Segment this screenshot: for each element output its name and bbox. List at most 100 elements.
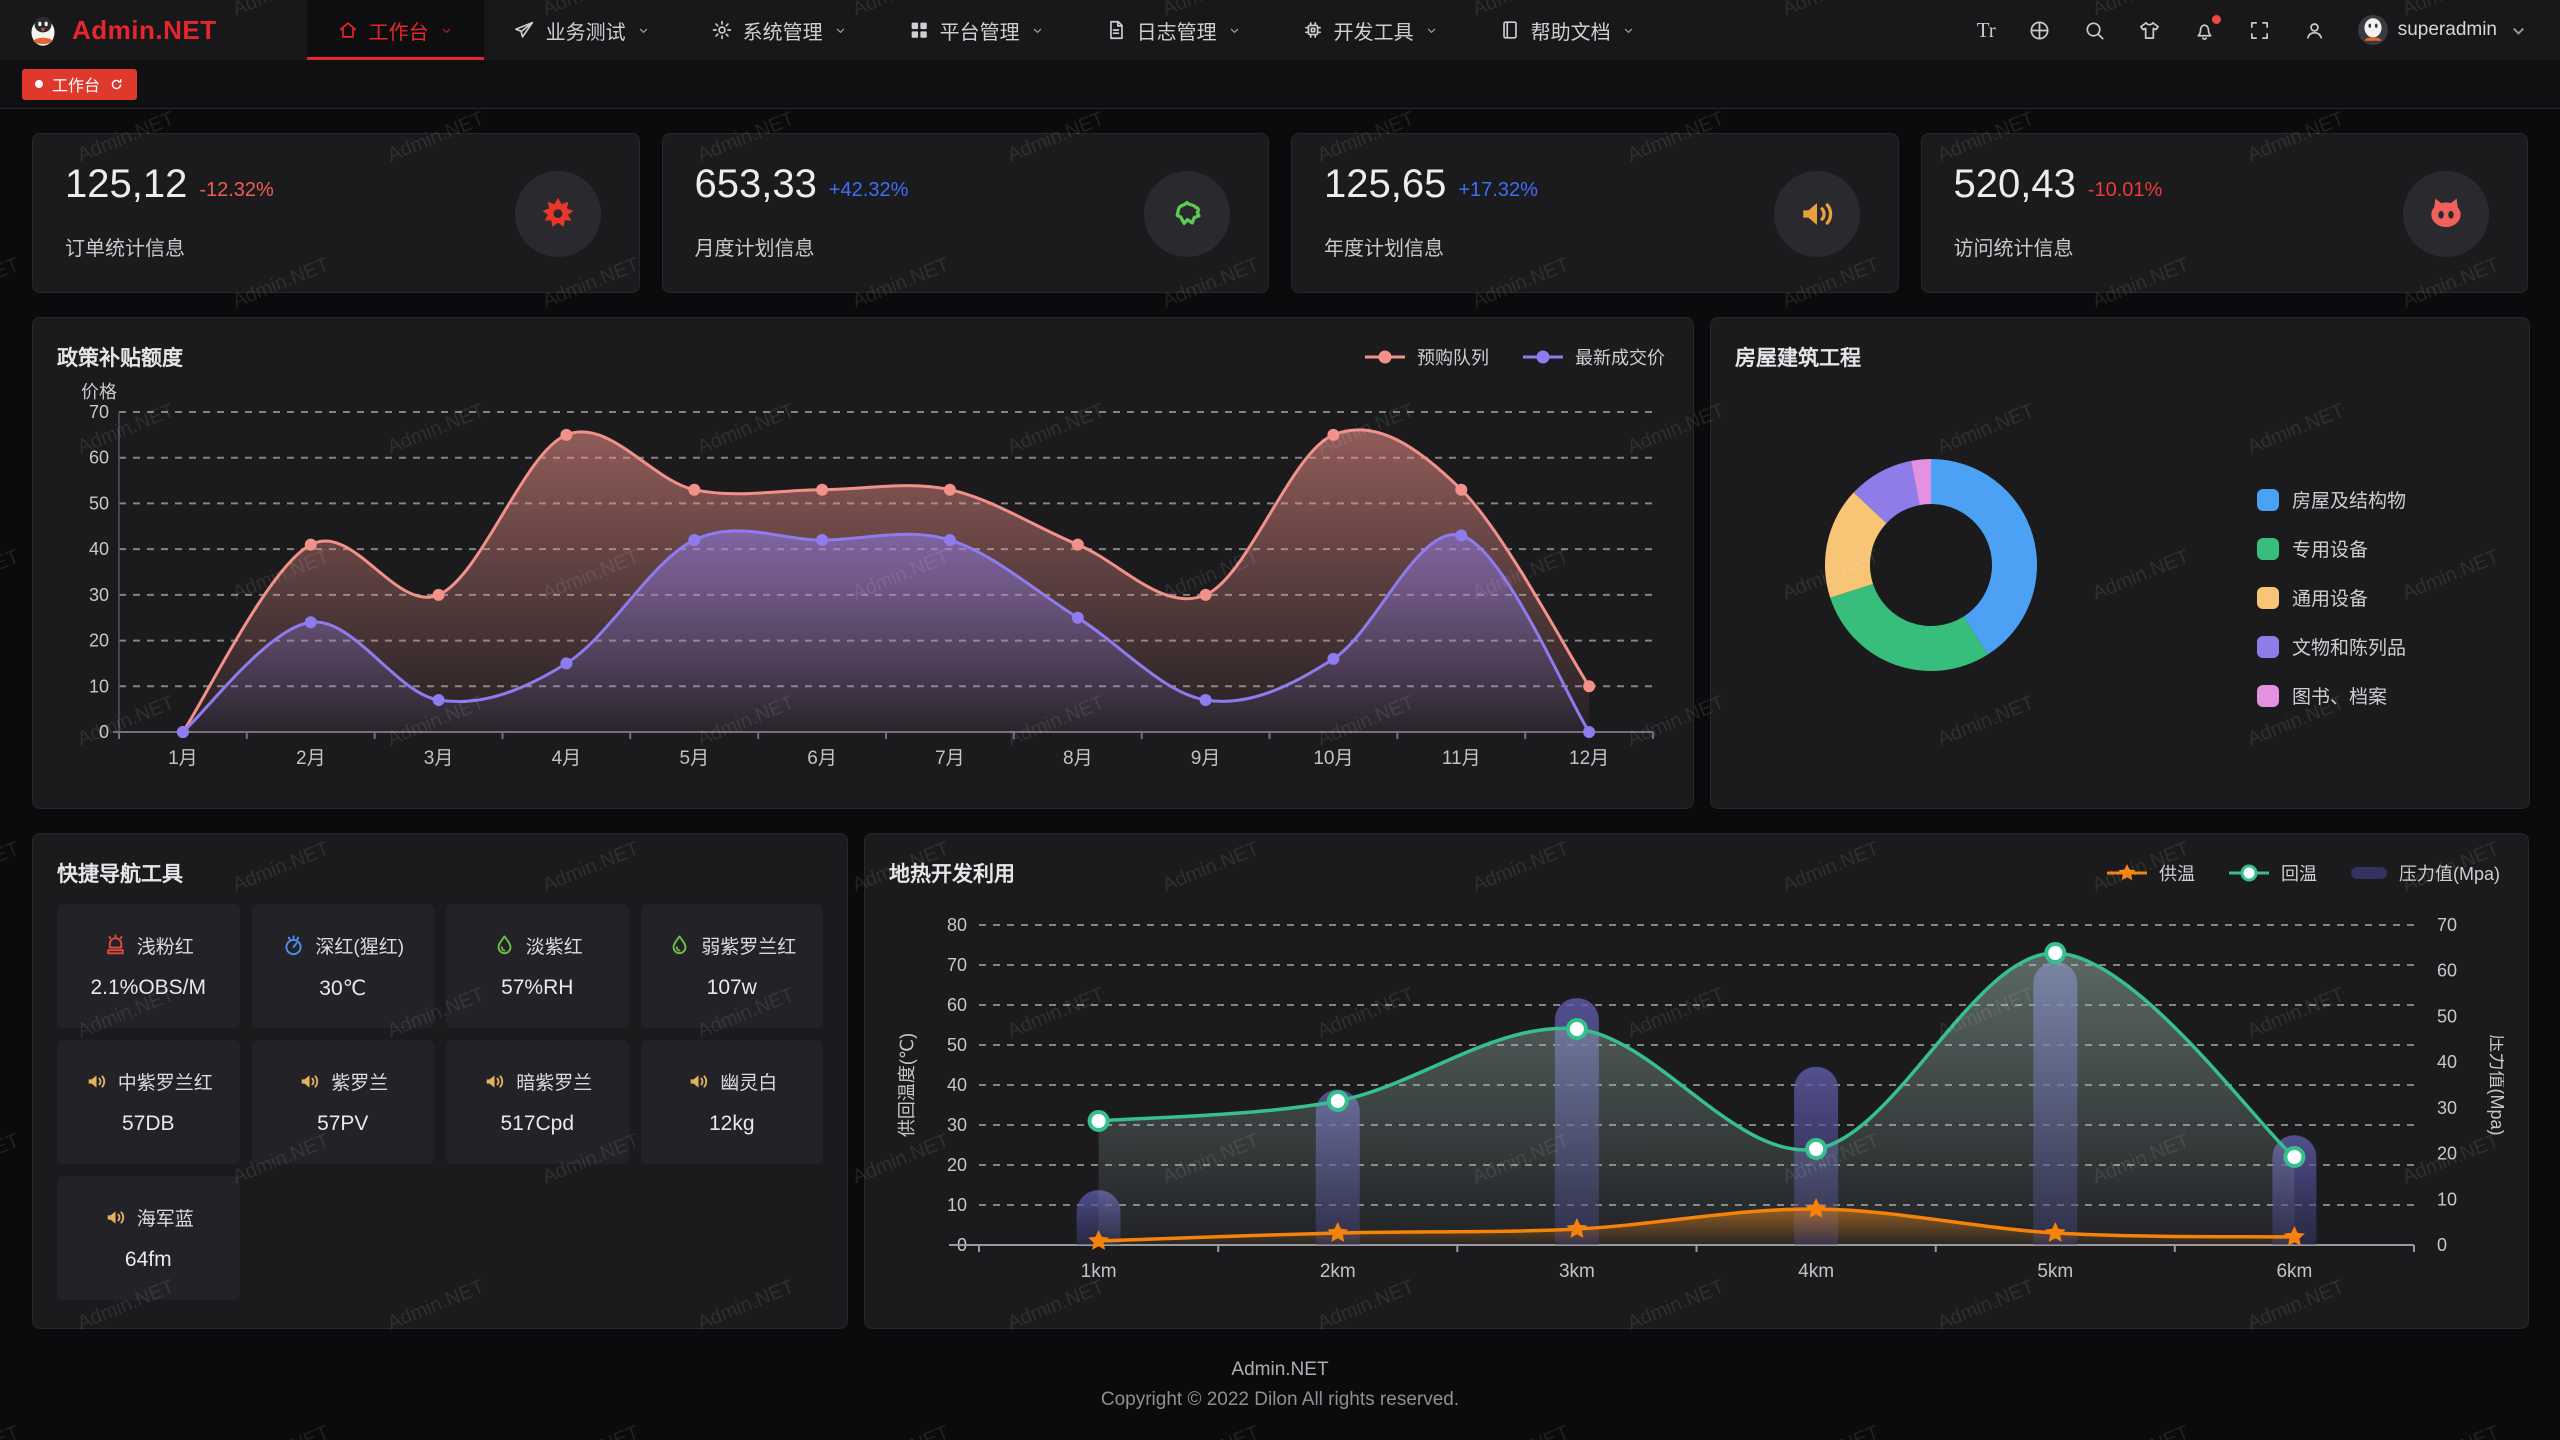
quick-nav-item-弱紫罗兰红[interactable]: 弱紫罗兰红 107w <box>640 904 823 1028</box>
svg-text:3km: 3km <box>1559 1261 1595 1282</box>
svg-text:40: 40 <box>2437 1052 2457 1072</box>
stat-cards-row: 125,12 -12.32% 订单统计信息 653,33 +42.32% 月度计划信息 12… <box>32 133 2528 293</box>
building-project-panel: 房屋建筑工程 房屋及结构物 专用设备 通用设备 文物和陈列品 图书、档案 <box>1710 317 2530 809</box>
svg-text:4km: 4km <box>1798 1261 1834 1282</box>
speaker-icon <box>686 1069 711 1094</box>
svg-text:10月: 10月 <box>1313 748 1353 769</box>
tab-label: 工作台 <box>52 78 101 95</box>
refresh-icon[interactable] <box>109 77 124 92</box>
quick-nav-label: 弱紫罗兰红 <box>701 937 797 958</box>
legend-item-预购队列[interactable]: 预购队列 <box>1363 344 1489 370</box>
user-menu[interactable]: superadmin <box>2357 15 2530 45</box>
quick-nav-label: 淡紫红 <box>525 937 583 958</box>
svg-text:12月: 12月 <box>1569 748 1609 769</box>
svg-text:20: 20 <box>947 1155 967 1175</box>
cat-icon <box>2424 192 2468 236</box>
stat-delta: -10.01% <box>2087 179 2163 201</box>
stat-icon-circle <box>514 171 601 257</box>
legend-item-图书、档案[interactable]: 图书、档案 <box>2257 682 2406 709</box>
quick-nav-item-暗紫罗兰[interactable]: 暗紫罗兰 517Cpd <box>446 1040 629 1164</box>
svg-text:40: 40 <box>89 539 109 559</box>
svg-text:7月: 7月 <box>935 748 965 769</box>
chevron-down-icon <box>1030 23 1045 38</box>
svg-text:压力值(Mpa): 压力值(Mpa) <box>2487 1034 2504 1135</box>
menu-item-工作台[interactable]: 工作台 <box>306 0 484 60</box>
quick-nav-label: 海军蓝 <box>136 1209 194 1230</box>
font-size-icon[interactable]: Tr <box>1976 17 1996 42</box>
chevron-down-icon <box>833 23 848 38</box>
quick-nav-item-浅粉红[interactable]: 浅粉红 2.1%OBS/M <box>57 904 240 1028</box>
language-icon[interactable] <box>2028 19 2051 42</box>
quick-nav-item-中紫罗兰红[interactable]: 中紫罗兰红 57DB <box>57 1040 240 1164</box>
svg-text:11月: 11月 <box>1442 748 1481 769</box>
svg-text:30: 30 <box>947 1115 967 1135</box>
legend-item-通用设备[interactable]: 通用设备 <box>2257 584 2406 611</box>
splash-icon <box>536 192 580 236</box>
menu-item-平台管理[interactable]: 平台管理 <box>878 0 1075 60</box>
quick-nav-label: 暗紫罗兰 <box>516 1073 593 1094</box>
panel-title-policy: 政策补贴额度 <box>57 347 183 370</box>
svg-text:10: 10 <box>2437 1189 2457 1209</box>
quick-nav-grid: 浅粉红 2.1%OBS/M 深红(猩红) 30℃ 淡紫红 57%RH 弱紫罗兰红 107w 中紫… <box>57 904 823 1300</box>
menu-item-帮助文档[interactable]: 帮助文档 <box>1469 0 1666 60</box>
svg-text:20: 20 <box>2437 1144 2457 1164</box>
notification-icon[interactable] <box>2193 14 2221 42</box>
fullscreen-icon[interactable] <box>2248 19 2271 42</box>
quick-nav-label: 紫罗兰 <box>331 1073 389 1094</box>
file-icon <box>1105 19 1127 41</box>
user-icon[interactable] <box>2303 19 2326 42</box>
svg-text:20: 20 <box>89 631 109 651</box>
brand-name: Admin.NET <box>72 14 217 45</box>
quick-nav-value: 517Cpd <box>500 1112 575 1135</box>
quick-nav-value: 12kg <box>708 1112 755 1135</box>
book-icon <box>1499 19 1521 41</box>
speaker-icon <box>84 1069 109 1094</box>
svg-text:10: 10 <box>947 1195 967 1215</box>
svg-text:10: 10 <box>89 676 109 696</box>
stat-icon-circle <box>2403 171 2489 257</box>
quick-nav-value: 30℃ <box>319 976 367 1000</box>
quick-nav-item-幽灵白[interactable]: 幽灵白 12kg <box>640 1040 823 1164</box>
theme-icon[interactable] <box>2138 19 2161 42</box>
stat-card-月度计划信息: 653,33 +42.32% 月度计划信息 <box>661 133 1269 293</box>
tab-workbench[interactable]: 工作台 <box>22 68 138 100</box>
legend-item-回温[interactable]: 回温 <box>2227 860 2317 886</box>
legend-item-最新成交价[interactable]: 最新成交价 <box>1521 344 1665 370</box>
quick-nav-item-深红(猩红)[interactable]: 深红(猩红) 30℃ <box>251 904 434 1028</box>
donut-legend: 房屋及结构物 专用设备通用设备文物和陈列品 图书、档案 <box>2257 486 2406 709</box>
stat-value: 520,43 <box>1953 162 2076 206</box>
legend-item-压力值(Mpa)[interactable]: 压力值(Mpa) <box>2349 860 2500 886</box>
legend-item-房屋及结构物[interactable]: 房屋及结构物 <box>2257 486 2406 513</box>
svg-text:价格: 价格 <box>81 382 117 402</box>
brand[interactable]: Admin.NET <box>0 0 247 60</box>
svg-text:5月: 5月 <box>680 748 710 769</box>
menu-item-日志管理[interactable]: 日志管理 <box>1075 0 1272 60</box>
svg-text:70: 70 <box>2437 915 2457 935</box>
svg-text:60: 60 <box>89 448 109 468</box>
menu-item-开发工具[interactable]: 开发工具 <box>1272 0 1469 60</box>
stat-card-年度计划信息: 125,65 +17.32% 年度计划信息 <box>1291 133 1899 293</box>
menu-item-业务测试[interactable]: 业务测试 <box>484 0 681 60</box>
quick-nav-item-紫罗兰[interactable]: 紫罗兰 57PV <box>251 1040 434 1164</box>
svg-text:4月: 4月 <box>552 748 582 769</box>
svg-text:2km: 2km <box>1320 1261 1356 1282</box>
footer: Admin.NET Copyright © 2022 Dilon All rig… <box>32 1355 2528 1415</box>
speaker-icon <box>482 1069 507 1094</box>
quick-nav-label: 中紫罗兰红 <box>117 1073 213 1094</box>
stat-delta: +17.32% <box>1458 179 1538 201</box>
menu-item-系统管理[interactable]: 系统管理 <box>681 0 878 60</box>
stat-label: 年度计划信息 <box>1324 238 1444 260</box>
geothermal-chart-legend: 供温 回温 压力值(Mpa) <box>2105 860 2500 886</box>
search-icon[interactable] <box>2083 19 2106 42</box>
legend-item-专用设备[interactable]: 专用设备 <box>2257 535 2406 562</box>
svg-text:30: 30 <box>2437 1098 2457 1118</box>
chevron-down-icon <box>1227 23 1242 38</box>
svg-text:1月: 1月 <box>168 748 198 769</box>
gauge-icon <box>281 933 306 958</box>
legend-item-供温[interactable]: 供温 <box>2105 860 2195 886</box>
legend-item-文物和陈列品[interactable]: 文物和陈列品 <box>2257 633 2406 660</box>
quick-nav-item-海军蓝[interactable]: 海军蓝 64fm <box>57 1176 240 1300</box>
svg-text:供回温度(℃): 供回温度(℃) <box>897 1033 917 1137</box>
quick-nav-value: 57DB <box>121 1112 175 1135</box>
quick-nav-item-淡紫红[interactable]: 淡紫红 57%RH <box>446 904 629 1028</box>
